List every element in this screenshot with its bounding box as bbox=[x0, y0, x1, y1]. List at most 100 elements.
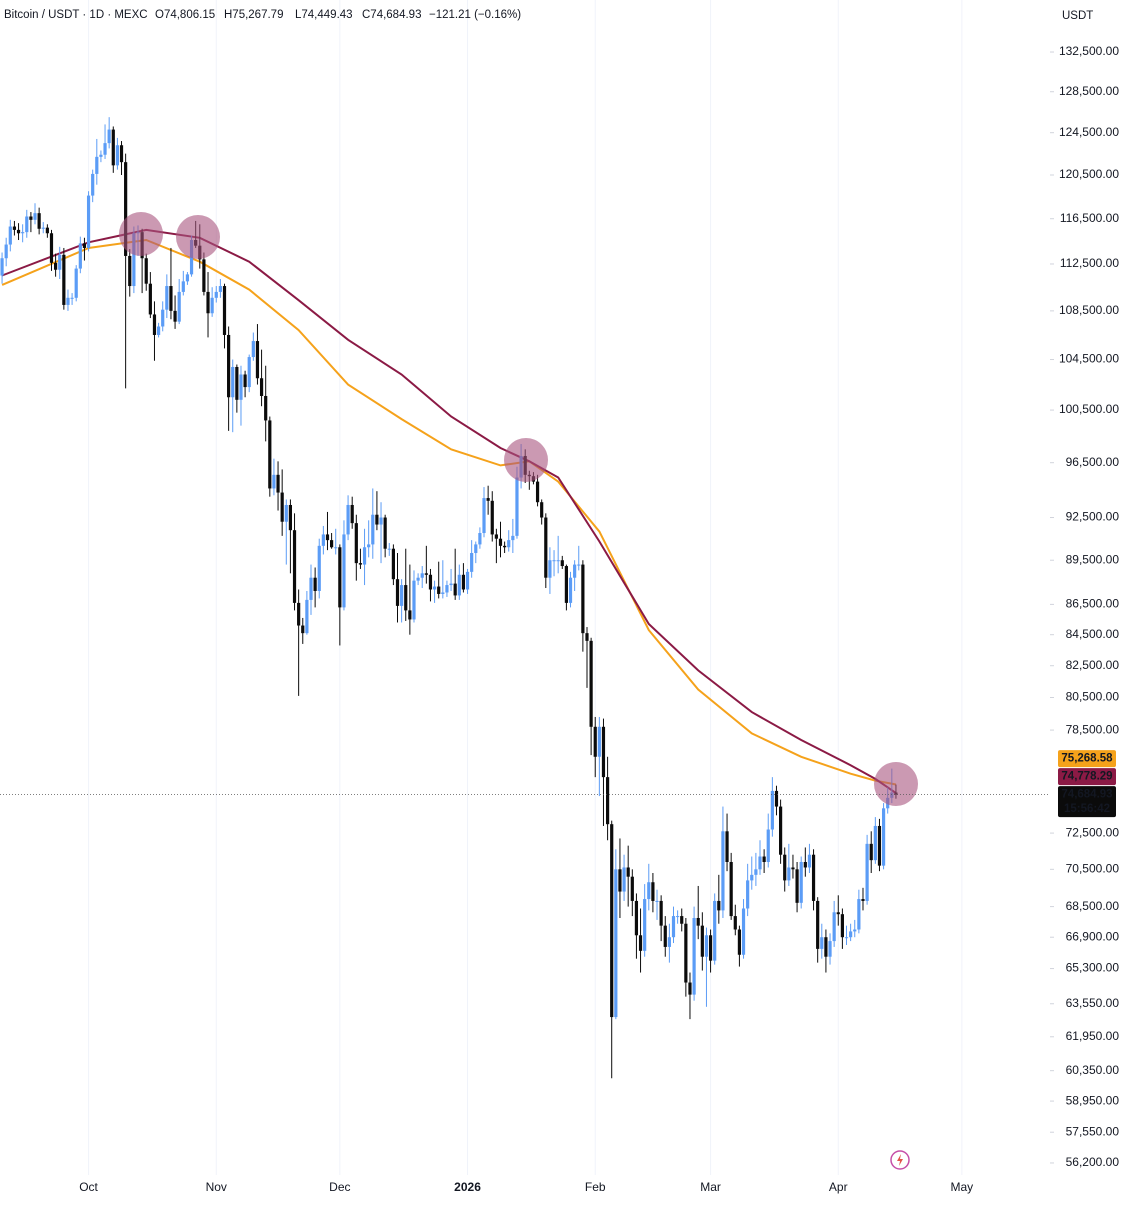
candle-body bbox=[375, 514, 379, 525]
price-badge bbox=[1058, 786, 1116, 818]
candle-body bbox=[568, 577, 573, 603]
candle-body bbox=[577, 564, 581, 566]
candle-body bbox=[754, 869, 758, 875]
candle-body bbox=[630, 876, 634, 901]
candle-body bbox=[235, 366, 239, 400]
candle-body bbox=[474, 544, 478, 554]
candle-body bbox=[309, 577, 313, 600]
candle-body bbox=[202, 259, 206, 292]
candle-body bbox=[99, 154, 103, 157]
y-tick-label: 57,550.00 bbox=[1066, 1124, 1120, 1138]
candle-body bbox=[540, 502, 544, 518]
candle-body bbox=[400, 585, 404, 606]
candle-body bbox=[231, 366, 235, 398]
candle-body bbox=[507, 540, 511, 548]
y-tick-label: 112,500.00 bbox=[1060, 256, 1119, 270]
candle-body bbox=[29, 216, 33, 220]
candle-body bbox=[264, 395, 268, 421]
candle-body bbox=[721, 831, 725, 911]
candle-body bbox=[350, 504, 354, 524]
candle-body bbox=[881, 808, 886, 866]
candle-body bbox=[185, 274, 190, 282]
candle-body bbox=[811, 854, 816, 901]
candle-body bbox=[849, 931, 853, 938]
y-tick-label: 72,500.00 bbox=[1066, 825, 1120, 839]
candle-body bbox=[33, 213, 37, 220]
ohlc-high: H75,267.79 bbox=[224, 9, 283, 21]
y-tick-label: 70,500.00 bbox=[1066, 861, 1120, 875]
candle-body bbox=[614, 869, 618, 1018]
candle-body bbox=[638, 935, 643, 951]
candle-body bbox=[651, 882, 655, 901]
candle-body bbox=[0, 258, 4, 276]
candle-body bbox=[41, 227, 45, 229]
candle-body bbox=[626, 867, 630, 877]
x-tick-label: Oct bbox=[79, 1180, 98, 1194]
y-tick-label: 78,500.00 bbox=[1066, 722, 1120, 736]
candle-body bbox=[251, 341, 255, 358]
candle-body bbox=[152, 314, 157, 335]
candle-body bbox=[54, 262, 58, 270]
candle-body bbox=[581, 564, 585, 634]
candle-body bbox=[391, 548, 395, 580]
y-tick-label: 61,950.00 bbox=[1066, 1029, 1120, 1043]
candle-body bbox=[729, 861, 733, 917]
candle-body bbox=[70, 297, 74, 299]
price-badge-label: 74,684.93 bbox=[1061, 789, 1112, 801]
candle-body bbox=[741, 908, 746, 955]
y-tick-label: 108,500.00 bbox=[1059, 303, 1119, 317]
candle-body bbox=[276, 474, 280, 493]
candle-body bbox=[535, 481, 540, 503]
candle-body bbox=[214, 291, 218, 298]
y-tick-label: 124,500.00 bbox=[1059, 125, 1119, 139]
candle-body bbox=[585, 633, 589, 641]
candle-body bbox=[227, 334, 231, 398]
candle-body bbox=[206, 291, 210, 314]
candle-body bbox=[478, 533, 482, 545]
candle-body bbox=[156, 326, 161, 335]
candle-body bbox=[498, 538, 503, 546]
candle-body bbox=[119, 145, 124, 163]
candle-body bbox=[338, 547, 342, 608]
candle-body bbox=[544, 517, 548, 578]
y-tick-label: 80,500.00 bbox=[1066, 690, 1120, 704]
candle-body bbox=[713, 900, 717, 961]
candle-body bbox=[816, 900, 820, 949]
y-tick-label: 60,350.00 bbox=[1066, 1063, 1120, 1077]
highlight-circle bbox=[176, 215, 220, 259]
status-icon bbox=[890, 1150, 910, 1170]
candle-body bbox=[432, 586, 437, 590]
candle-body bbox=[465, 571, 470, 590]
candle-body bbox=[708, 935, 713, 961]
x-tick-label: Apr bbox=[829, 1180, 848, 1194]
icon-ring bbox=[890, 1150, 910, 1170]
candle-body bbox=[750, 874, 754, 881]
candle-body bbox=[601, 726, 606, 778]
candle-body bbox=[779, 806, 783, 855]
candle-body bbox=[589, 640, 593, 727]
candle-body bbox=[325, 534, 330, 541]
change: −121.21 (−0.16%) bbox=[429, 9, 521, 21]
candle-body bbox=[667, 937, 671, 947]
candle-body bbox=[869, 843, 873, 861]
candle-body bbox=[853, 929, 857, 932]
legend-header: Bitcoin / USDT · 1D · MEXC O74,806.15 H7… bbox=[4, 9, 1093, 22]
candle-body bbox=[330, 540, 334, 548]
candle-body bbox=[82, 243, 87, 248]
candle-body bbox=[503, 545, 507, 548]
candle-body bbox=[239, 374, 243, 400]
price-badge-label: 74,778.29 bbox=[1061, 771, 1112, 783]
candle-body bbox=[259, 378, 264, 396]
candle-body bbox=[222, 286, 227, 335]
candle-body bbox=[634, 900, 639, 936]
candle-body bbox=[218, 286, 222, 292]
candle-body bbox=[334, 547, 338, 549]
candle-body bbox=[383, 517, 387, 549]
candle-body bbox=[610, 824, 614, 1018]
candle-body bbox=[445, 585, 449, 593]
candle-body bbox=[799, 861, 803, 903]
candle-body bbox=[416, 577, 420, 581]
candle-body bbox=[676, 916, 680, 918]
ohlc-open: O74,806.15 bbox=[155, 9, 215, 21]
candle-body bbox=[470, 553, 474, 572]
